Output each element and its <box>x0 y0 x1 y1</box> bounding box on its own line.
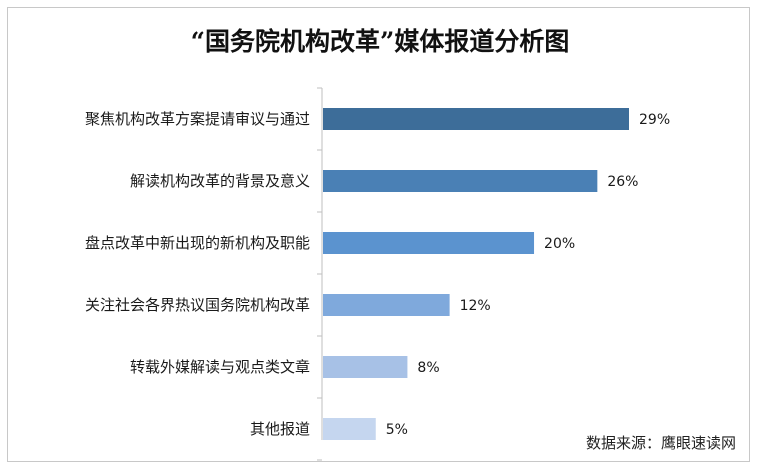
chart-title: “国务院机构改革”媒体报道分析图 <box>190 27 570 56</box>
category-label-3: 盘点改革中新出现的新机构及职能 <box>85 234 310 252</box>
category-label-6: 其他报道 <box>250 420 310 438</box>
category-label-1: 聚焦机构改革方案提请审议与通过 <box>85 110 310 128</box>
value-label-4: 12% <box>460 298 491 314</box>
value-label-6: 5% <box>386 422 408 438</box>
data-source: 数据来源：鹰眼速读网 <box>585 434 736 452</box>
bar-2 <box>323 170 598 192</box>
value-label-1: 29% <box>639 112 670 128</box>
bar-1 <box>323 108 629 130</box>
value-label-2: 26% <box>607 174 638 190</box>
value-label-3: 20% <box>544 236 575 252</box>
bar-6 <box>323 418 376 440</box>
category-label-4: 关注社会各界热议国务院机构改革 <box>85 296 310 314</box>
category-label-5: 转载外媒解读与观点类文章 <box>130 358 310 376</box>
bar-5 <box>323 356 408 378</box>
bar-3 <box>323 232 535 254</box>
value-label-5: 8% <box>417 360 439 376</box>
bar-4 <box>323 294 450 316</box>
category-label-2: 解读机构改革的背景及意义 <box>130 172 310 190</box>
